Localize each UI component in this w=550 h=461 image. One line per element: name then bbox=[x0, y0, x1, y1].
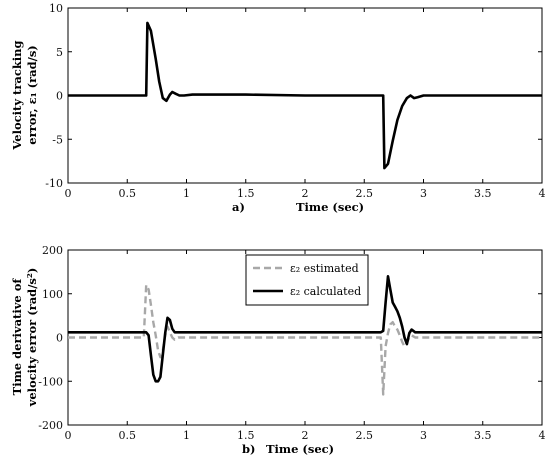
x-tick-label: 0.5 bbox=[119, 187, 137, 200]
panel-b-label: b) bbox=[242, 442, 255, 456]
x-tick-label: 2.5 bbox=[356, 187, 374, 200]
x-tick-label: 0.5 bbox=[119, 429, 137, 442]
y-tick-label: 0 bbox=[56, 332, 63, 345]
y-tick-label: -200 bbox=[38, 419, 63, 432]
panel-a-label: a) bbox=[232, 200, 245, 214]
panel-b-series bbox=[68, 274, 542, 396]
panel-b-y-ticks: 200 100 0 -100 -200 bbox=[38, 244, 542, 432]
series-line-calculated bbox=[68, 274, 542, 383]
y-tick-label: -100 bbox=[38, 375, 63, 388]
y-tick-label: 0 bbox=[56, 90, 63, 103]
panel-a-x-ticks: 0 0.5 1 1.5 2 2.5 3 3.5 4 bbox=[65, 8, 546, 200]
x-tick-label: 3 bbox=[420, 429, 427, 442]
panel-a: 0 0.5 1 1.5 2 2.5 3 3.5 4 10 5 0 -5 -10 a) Time (sec… bbox=[10, 2, 546, 214]
x-tick-label: 2 bbox=[302, 187, 309, 200]
series-line bbox=[68, 21, 542, 170]
x-tick-label: 3 bbox=[420, 187, 427, 200]
x-tick-label: 1 bbox=[183, 187, 190, 200]
x-tick-label: 1.5 bbox=[237, 429, 255, 442]
panel-b-y-axis-label-line1: Time derivative of bbox=[10, 278, 24, 396]
y-tick-label: 200 bbox=[42, 244, 63, 257]
panel-b-x-ticks: 0 0.5 1 1.5 2 2.5 3 3.5 4 bbox=[65, 250, 546, 442]
x-tick-label: 0 bbox=[65, 429, 72, 442]
y-tick-label: 10 bbox=[49, 2, 63, 15]
y-tick-label: -10 bbox=[45, 177, 63, 190]
panel-a-y-axis-label-line2: error, ε₁ (rad/s) bbox=[25, 45, 39, 144]
x-tick-label: 4 bbox=[539, 187, 546, 200]
y-tick-label: 100 bbox=[42, 288, 63, 301]
panel-a-y-axis-label-line1: Velocity tracking bbox=[10, 40, 24, 150]
legend-label-estimated: ε₂ estimated bbox=[290, 262, 359, 275]
panel-a-y-ticks: 10 5 0 -5 -10 bbox=[45, 2, 542, 190]
x-tick-label: 1 bbox=[183, 429, 190, 442]
panel-a-series bbox=[68, 21, 542, 170]
x-tick-label: 0 bbox=[65, 187, 72, 200]
x-tick-label: 3.5 bbox=[474, 187, 492, 200]
legend-label-calculated: ε₂ calculated bbox=[290, 285, 361, 298]
y-tick-label: 5 bbox=[56, 46, 63, 59]
x-tick-label: 2 bbox=[302, 429, 309, 442]
panel-b-y-axis-label-line2: velocity error (rad/s²) bbox=[25, 268, 39, 408]
x-tick-label: 2.5 bbox=[356, 429, 374, 442]
x-tick-label: 1.5 bbox=[237, 187, 255, 200]
legend-box bbox=[245, 254, 369, 306]
x-tick-label: 3.5 bbox=[474, 429, 492, 442]
y-tick-label: -5 bbox=[52, 133, 63, 146]
panel-b-x-axis-label: Time (sec) bbox=[266, 442, 334, 456]
panel-b-legend: ε₂ estimated ε₂ calculated bbox=[245, 254, 369, 306]
x-tick-label: 4 bbox=[539, 429, 546, 442]
panel-b: 0 0.5 1 1.5 2 2.5 3 3.5 4 200 100 0 -100 -200 ε₂ est… bbox=[10, 244, 546, 456]
panel-a-x-axis-label: Time (sec) bbox=[296, 200, 364, 214]
